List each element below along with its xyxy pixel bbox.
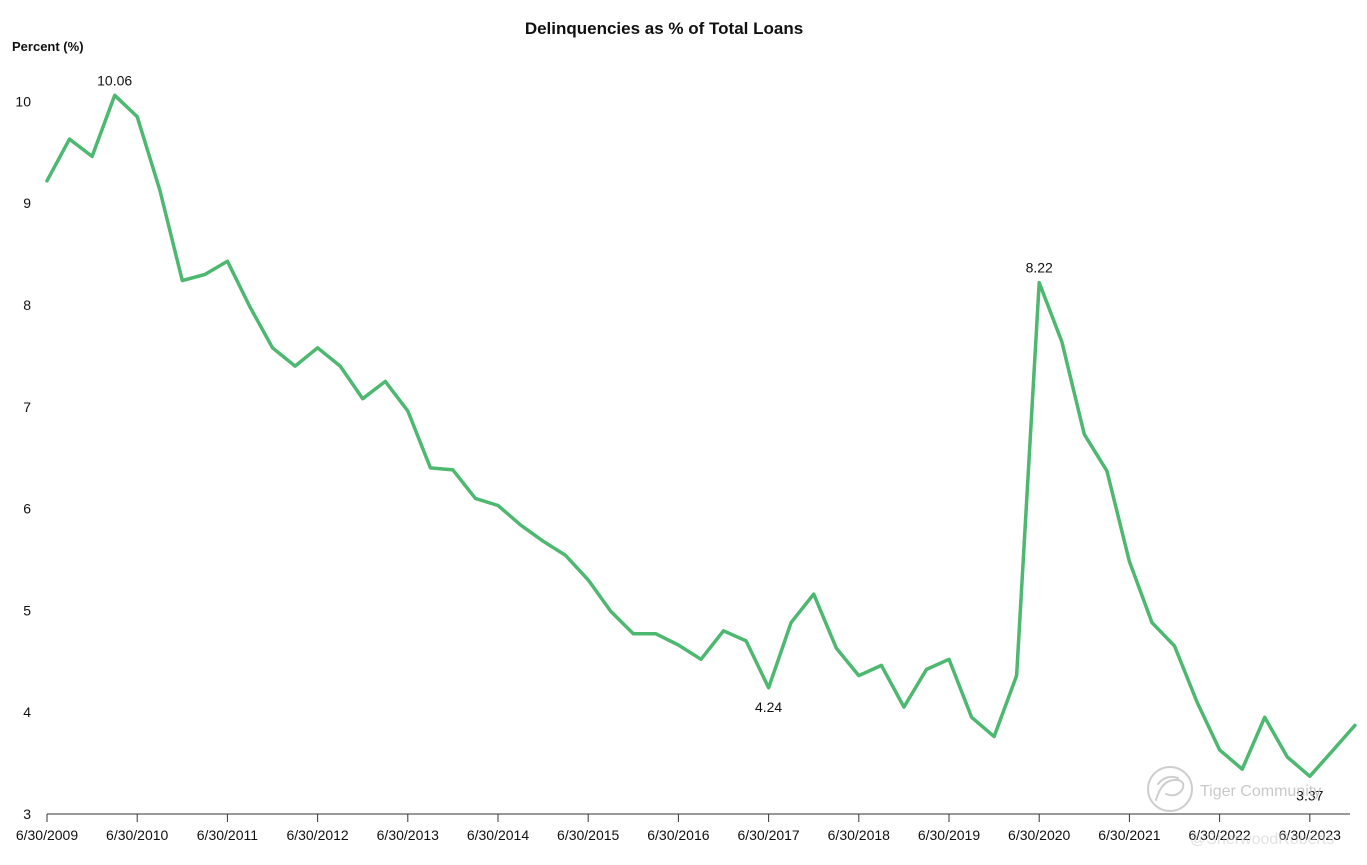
x-tick-label: 6/30/2016 [647, 827, 709, 843]
x-tick-label: 6/30/2022 [1188, 827, 1250, 843]
annotations: 10.06 4.24 8.22 3.37 [97, 72, 1324, 803]
x-tick-label: 6/30/2013 [377, 827, 439, 843]
watermark: Tiger Community @SherwoodRoberts [1147, 766, 1334, 848]
y-axis: 3 4 5 6 7 8 9 10 [15, 93, 31, 822]
x-axis-ticks: 6/30/2009 6/30/2010 6/30/2011 6/30/2012 6/30… [16, 814, 1341, 843]
x-tick-label: 6/30/2015 [557, 827, 619, 843]
x-tick-label: 6/30/2020 [1008, 827, 1070, 843]
x-tick-label: 6/30/2017 [737, 827, 799, 843]
x-tick-label: 6/30/2012 [286, 827, 348, 843]
data-label: 3.37 [1296, 787, 1323, 803]
y-tick-label: 10 [15, 93, 31, 109]
x-tick-label: 6/30/2023 [1279, 827, 1341, 843]
chart-title: Delinquencies as % of Total Loans [525, 19, 803, 38]
watermark-subtext: @SherwoodRoberts [1190, 831, 1334, 848]
x-tick-label: 6/30/2010 [106, 827, 168, 843]
y-axis-label: Percent (%) [12, 39, 84, 54]
tiger-logo-icon [1147, 766, 1193, 812]
y-tick-label: 8 [23, 297, 31, 313]
y-tick-label: 7 [23, 399, 31, 415]
y-tick-label: 4 [23, 704, 31, 720]
series-line [45, 93, 1357, 779]
x-tick-label: 6/30/2011 [197, 827, 258, 843]
x-tick-label: 6/30/2018 [828, 827, 890, 843]
y-tick-label: 6 [23, 501, 31, 517]
y-tick-label: 5 [23, 602, 31, 618]
y-tick-label: 9 [23, 195, 31, 211]
data-label: 4.24 [755, 699, 782, 715]
watermark-text: Tiger Community [1200, 783, 1321, 800]
x-tick-label: 6/30/2014 [467, 827, 529, 843]
x-tick-label: 6/30/2009 [16, 827, 78, 843]
data-label: 8.22 [1026, 260, 1053, 276]
x-tick-label: 6/30/2021 [1098, 827, 1160, 843]
y-tick-label: 3 [23, 806, 31, 822]
data-label: 10.06 [97, 72, 132, 88]
x-tick-label: 6/30/2019 [918, 827, 980, 843]
